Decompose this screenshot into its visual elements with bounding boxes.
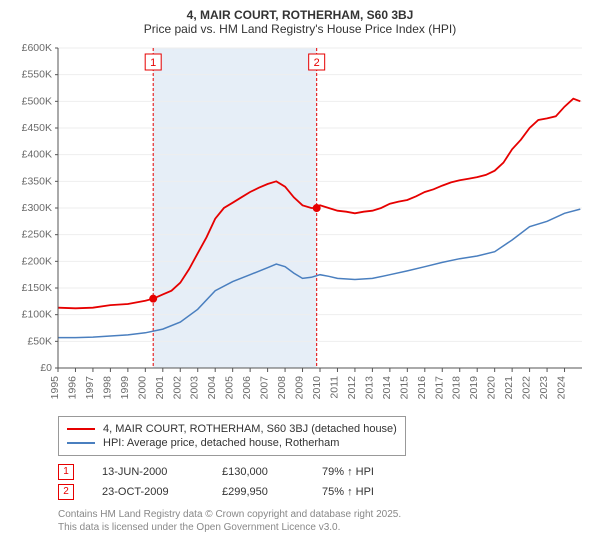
- attribution-line1: Contains HM Land Registry data © Crown c…: [58, 508, 592, 521]
- svg-text:£500K: £500K: [22, 95, 52, 107]
- event-price: £130,000: [222, 466, 322, 478]
- svg-text:£250K: £250K: [22, 229, 52, 241]
- event-hpi: 79% ↑ HPI: [322, 466, 422, 478]
- event-row: 2 23-OCT-2009£299,95075% ↑ HPI: [58, 484, 592, 500]
- chart-title-subtitle: Price paid vs. HM Land Registry's House …: [8, 22, 592, 36]
- svg-text:£400K: £400K: [22, 149, 52, 161]
- svg-text:2002: 2002: [171, 376, 183, 400]
- legend-swatch: [67, 442, 95, 444]
- chart-svg: £0 £50K £100K £150K £200K £250K £300K £350K £400…: [8, 40, 592, 410]
- svg-text:2019: 2019: [468, 376, 480, 400]
- svg-text:2012: 2012: [346, 376, 358, 400]
- svg-text:£200K: £200K: [22, 255, 52, 267]
- svg-text:2015: 2015: [398, 376, 410, 400]
- event-date: 23-OCT-2009: [102, 486, 222, 498]
- attribution: Contains HM Land Registry data © Crown c…: [58, 508, 592, 534]
- svg-text:2: 2: [314, 57, 320, 69]
- plot-area: £0 £50K £100K £150K £200K £250K £300K £350K £400…: [8, 40, 592, 410]
- svg-text:2018: 2018: [451, 376, 463, 400]
- events-table: 1 13-JUN-2000£130,00079% ↑ HPI 2 23-OCT-200…: [58, 464, 592, 500]
- svg-text:1999: 1999: [119, 376, 131, 400]
- svg-text:£150K: £150K: [22, 282, 52, 294]
- event-row: 1 13-JUN-2000£130,00079% ↑ HPI: [58, 464, 592, 480]
- svg-text:2016: 2016: [416, 376, 428, 400]
- svg-text:£100K: £100K: [22, 309, 52, 321]
- svg-text:2020: 2020: [486, 376, 498, 400]
- svg-text:2007: 2007: [259, 376, 271, 400]
- svg-text:2003: 2003: [189, 376, 201, 400]
- event-price: £299,950: [222, 486, 322, 498]
- svg-text:2021: 2021: [503, 376, 515, 400]
- svg-text:1998: 1998: [101, 376, 113, 400]
- svg-text:£50K: £50K: [27, 335, 52, 347]
- svg-text:2004: 2004: [206, 376, 218, 400]
- chart-titles: 4, MAIR COURT, ROTHERHAM, S60 3BJ Price …: [8, 8, 592, 36]
- event-marker: 2: [58, 484, 74, 500]
- svg-text:£550K: £550K: [22, 69, 52, 81]
- attribution-line2: This data is licensed under the Open Gov…: [58, 521, 592, 534]
- event-date: 13-JUN-2000: [102, 466, 222, 478]
- svg-text:2013: 2013: [363, 376, 375, 400]
- svg-text:2009: 2009: [294, 376, 306, 400]
- svg-text:2000: 2000: [136, 376, 148, 400]
- legend-item: HPI: Average price, detached house, Roth…: [67, 437, 397, 449]
- svg-text:£350K: £350K: [22, 175, 52, 187]
- svg-text:2011: 2011: [328, 376, 340, 399]
- svg-text:2017: 2017: [433, 376, 445, 400]
- svg-text:£450K: £450K: [22, 122, 52, 134]
- svg-text:2014: 2014: [381, 376, 393, 400]
- svg-text:1996: 1996: [66, 376, 78, 400]
- legend-item: 4, MAIR COURT, ROTHERHAM, S60 3BJ (detac…: [67, 423, 397, 435]
- event-marker: 1: [58, 464, 74, 480]
- svg-text:1: 1: [150, 57, 156, 69]
- svg-text:1995: 1995: [49, 376, 61, 400]
- svg-text:2005: 2005: [224, 376, 236, 400]
- legend-swatch: [67, 428, 95, 430]
- chart-title-address: 4, MAIR COURT, ROTHERHAM, S60 3BJ: [8, 8, 592, 22]
- chart-container: 4, MAIR COURT, ROTHERHAM, S60 3BJ Price …: [8, 8, 592, 534]
- legend: 4, MAIR COURT, ROTHERHAM, S60 3BJ (detac…: [58, 416, 406, 456]
- svg-text:2006: 2006: [241, 376, 253, 400]
- svg-text:2008: 2008: [276, 376, 288, 400]
- svg-text:2022: 2022: [521, 376, 533, 400]
- legend-label: 4, MAIR COURT, ROTHERHAM, S60 3BJ (detac…: [103, 423, 397, 435]
- svg-text:£300K: £300K: [22, 202, 52, 214]
- svg-text:2024: 2024: [556, 376, 568, 400]
- svg-text:£600K: £600K: [22, 42, 52, 54]
- svg-text:2023: 2023: [538, 376, 550, 400]
- svg-text:£0: £0: [40, 362, 52, 374]
- svg-text:2010: 2010: [311, 376, 323, 400]
- event-hpi: 75% ↑ HPI: [322, 486, 422, 498]
- svg-text:1997: 1997: [84, 376, 96, 400]
- legend-label: HPI: Average price, detached house, Roth…: [103, 437, 339, 449]
- svg-text:2001: 2001: [154, 376, 166, 400]
